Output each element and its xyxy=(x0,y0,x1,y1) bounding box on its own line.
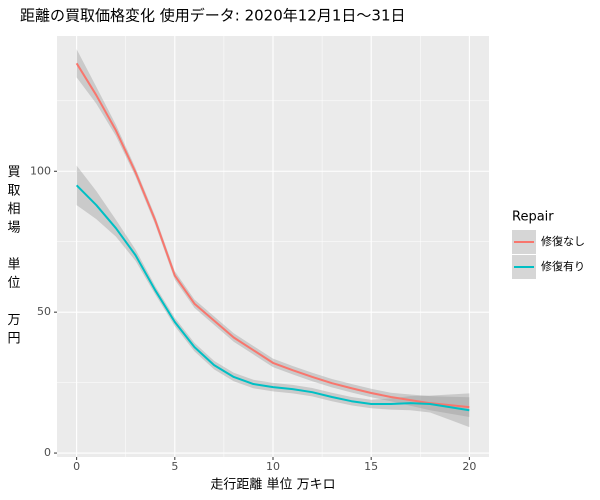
x-axis-title: 走行距離 単位 万キロ xyxy=(210,477,335,493)
chart-title: 距離の買取価格変化 使用データ: 2020年12月1日～31日 xyxy=(20,7,405,25)
y-tick-label: 50 xyxy=(37,305,51,318)
smooth-line xyxy=(75,184,470,412)
confidence-band xyxy=(76,165,470,428)
x-tick-label: 5 xyxy=(171,460,178,473)
y-tick-label: 100 xyxy=(30,164,51,177)
x-tick-label: 20 xyxy=(462,460,476,473)
smooth-line xyxy=(75,62,470,409)
y-tick-label: 0 xyxy=(44,446,51,459)
x-tick-label: 10 xyxy=(266,460,280,473)
y-axis-title: 買取相場 単位 万円 xyxy=(7,165,20,347)
x-tick-label: 15 xyxy=(364,460,378,473)
x-tick-label: 0 xyxy=(73,460,80,473)
legend-title: Repair xyxy=(512,210,554,225)
legend-label: 修復有り xyxy=(541,259,585,273)
legend-label: 修復なし xyxy=(541,234,585,248)
